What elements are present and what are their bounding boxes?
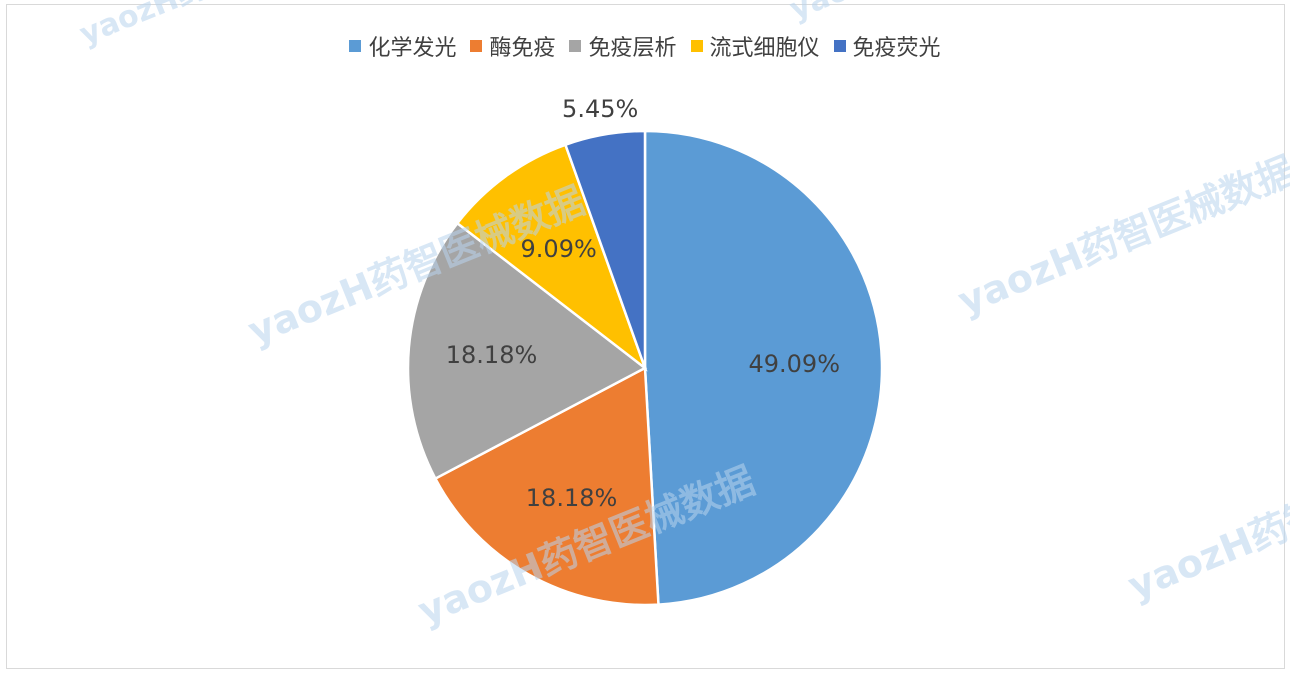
pie-slices [406, 129, 884, 607]
data-label: 49.09% [748, 350, 840, 378]
legend-label: 免疫层析 [588, 36, 677, 61]
slice-chemiluminescence [643, 129, 884, 606]
slice-immunochromatography [406, 221, 648, 481]
legend-swatch [569, 40, 582, 52]
watermark-logo: yaozH药智医械数据 [785, 0, 1060, 27]
legend-label: 流式细胞仪 [709, 36, 820, 61]
slice-flow-cytometer [455, 143, 648, 372]
legend-label: 化学发光 [368, 36, 457, 61]
slice-enzyme-immunoassay [433, 365, 660, 607]
data-label: 18.18% [446, 341, 538, 369]
legend-label: 酶免疫 [489, 36, 556, 61]
legend-item-flow-cytometer: 流式细胞仪 [690, 30, 820, 62]
legend: 化学发光 酶免疫 免疫层析 流式细胞仪 免疫荧光 [0, 30, 1290, 62]
legend-swatch [470, 40, 483, 52]
slice-immunofluorescence [563, 129, 647, 369]
legend-item-immunofluorescence: 免疫荧光 [833, 30, 941, 62]
legend-swatch [833, 40, 846, 52]
legend-swatch [349, 40, 362, 52]
legend-label: 免疫荧光 [852, 36, 941, 61]
watermark-logo: yaozH药智医械数据 [1122, 433, 1290, 608]
pie-data-labels: 49.09% 18.18% 18.18% 9.09% 5.45% [446, 95, 840, 512]
legend-item-enzyme-immunoassay: 酶免疫 [470, 30, 555, 62]
watermark-logo: yaozH药智医械数据 [75, 0, 350, 52]
legend-swatch [690, 40, 703, 52]
data-label: 5.45% [562, 95, 638, 123]
legend-item-chemiluminescence: 化学发光 [349, 30, 456, 62]
legend-item-immunochromatography: 免疫层析 [569, 30, 677, 62]
data-label: 9.09% [521, 235, 597, 263]
data-label: 18.18% [526, 484, 618, 512]
watermark-logo: yaozH药智医械数据 [952, 148, 1290, 323]
